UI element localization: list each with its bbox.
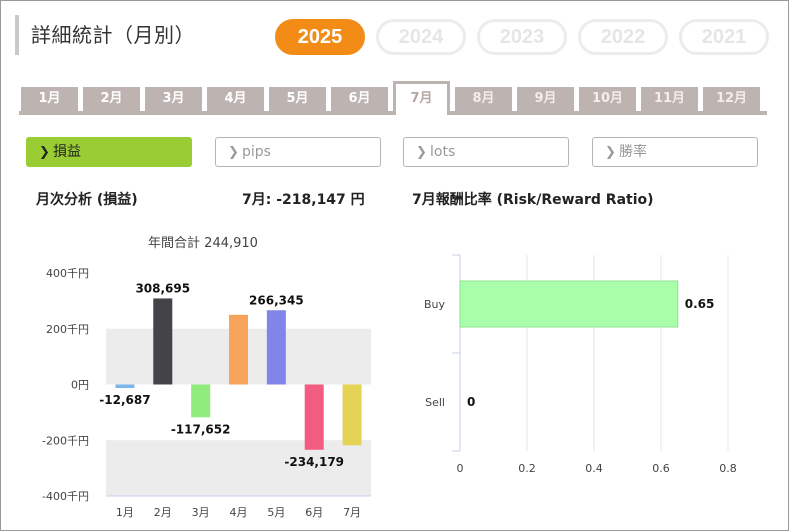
data-label: -12,687 [99, 393, 150, 407]
bar-1月 [115, 384, 135, 389]
x-tick-label: 7月 [343, 506, 361, 519]
data-label: -234,179 [284, 455, 344, 469]
x-tick-label: 2月 [154, 506, 172, 519]
metric-button-winrate[interactable]: ❯ 勝率 [592, 137, 758, 167]
year-tab-2025[interactable]: 2025 [275, 19, 365, 55]
y-tick-label: -400千円 [42, 490, 89, 503]
data-label: -117,652 [171, 422, 231, 436]
x-tick-label: 0.4 [585, 462, 603, 475]
y-tick-label: -200千円 [42, 434, 89, 447]
bar-3月 [191, 384, 211, 418]
y-tick-label: 0円 [71, 379, 89, 392]
metric-label: 勝率 [619, 144, 647, 160]
metric-label: 損益 [53, 144, 81, 160]
page-title-block: 詳細統計（月別） [15, 15, 195, 55]
chevron-right-icon: ❯ [416, 145, 427, 160]
month-tab-1[interactable]: 1月 [21, 87, 78, 111]
y-tick-label: Buy [424, 298, 446, 311]
page-title: 詳細統計（月別） [31, 23, 195, 47]
bar-5月 [266, 310, 286, 385]
x-tick-label: 4月 [230, 506, 248, 519]
monthly-pl-chart: 年間合計 244,910 400千円 200千円 0円 -200千円 -400千円 1月 -1… [42, 235, 371, 519]
year-tab-2022[interactable]: 2022 [578, 19, 668, 55]
month-tab-12[interactable]: 12月 [703, 87, 760, 111]
y-tick-label: 400千円 [46, 267, 89, 280]
month-tab-6[interactable]: 6月 [331, 87, 388, 111]
x-tick-label: 0.8 [719, 462, 737, 475]
bar-Buy [459, 280, 679, 328]
metric-button-pips[interactable]: ❯ pips [215, 137, 381, 167]
x-tick-label: 5月 [267, 506, 285, 519]
chevron-right-icon: ❯ [605, 145, 616, 160]
month-tab-3[interactable]: 3月 [145, 87, 202, 111]
data-label: 308,695 [135, 281, 190, 295]
bar-4月 [229, 314, 248, 385]
x-tick-label: 3月 [192, 506, 210, 519]
data-label: 0 [467, 395, 475, 409]
monthly-analysis-heading: 月次分析 (損益) [36, 192, 138, 208]
bar-6月 [304, 384, 324, 450]
chevron-right-icon: ❯ [228, 145, 239, 160]
metric-label: pips [242, 144, 271, 160]
month-tab-2[interactable]: 2月 [83, 87, 140, 111]
x-tick-label: 0.2 [518, 462, 536, 475]
month-tab-10[interactable]: 10月 [579, 87, 636, 111]
x-tick-label: 0 [457, 462, 464, 475]
year-tab-2024[interactable]: 2024 [376, 19, 466, 55]
month-tab-5[interactable]: 5月 [269, 87, 326, 111]
risk-reward-chart: 0 0.2 0.4 0.6 0.8 Buy 0.65 Sell 0 [424, 254, 737, 475]
bar-2月 [153, 298, 173, 385]
month-tab-11[interactable]: 11月 [641, 87, 698, 111]
metric-button-profit[interactable]: ❯ 損益 [26, 137, 192, 167]
bar-7月 [342, 384, 362, 446]
chevron-right-icon: ❯ [39, 145, 50, 160]
month-tab-8[interactable]: 8月 [455, 87, 512, 111]
risk-reward-heading: 7月報酬比率 (Risk/Reward Ratio) [412, 192, 654, 208]
x-tick-label: 0.6 [652, 462, 670, 475]
current-month-total: 7月: -218,147 円 [242, 192, 365, 208]
metric-label: lots [430, 144, 456, 160]
month-tabs: 1月 2月 3月 4月 5月 6月 7月 8月 9月 10月 11月 12月 [19, 81, 767, 115]
month-tab-4[interactable]: 4月 [207, 87, 264, 111]
data-label: 0.65 [685, 297, 715, 311]
year-tab-2021[interactable]: 2021 [679, 19, 769, 55]
plot-band [106, 440, 371, 496]
metric-button-lots[interactable]: ❯ lots [403, 137, 569, 167]
y-tick-label: Sell [425, 396, 445, 409]
x-tick-label: 1月 [116, 506, 134, 519]
month-tab-9[interactable]: 9月 [517, 87, 574, 111]
x-tick-label: 6月 [305, 506, 323, 519]
y-tick-label: 200千円 [46, 323, 89, 336]
month-tab-7[interactable]: 7月 [393, 81, 450, 115]
chart-title: 年間合計 244,910 [148, 235, 258, 251]
year-tab-2023[interactable]: 2023 [477, 19, 567, 55]
data-label: 266,345 [249, 293, 304, 307]
